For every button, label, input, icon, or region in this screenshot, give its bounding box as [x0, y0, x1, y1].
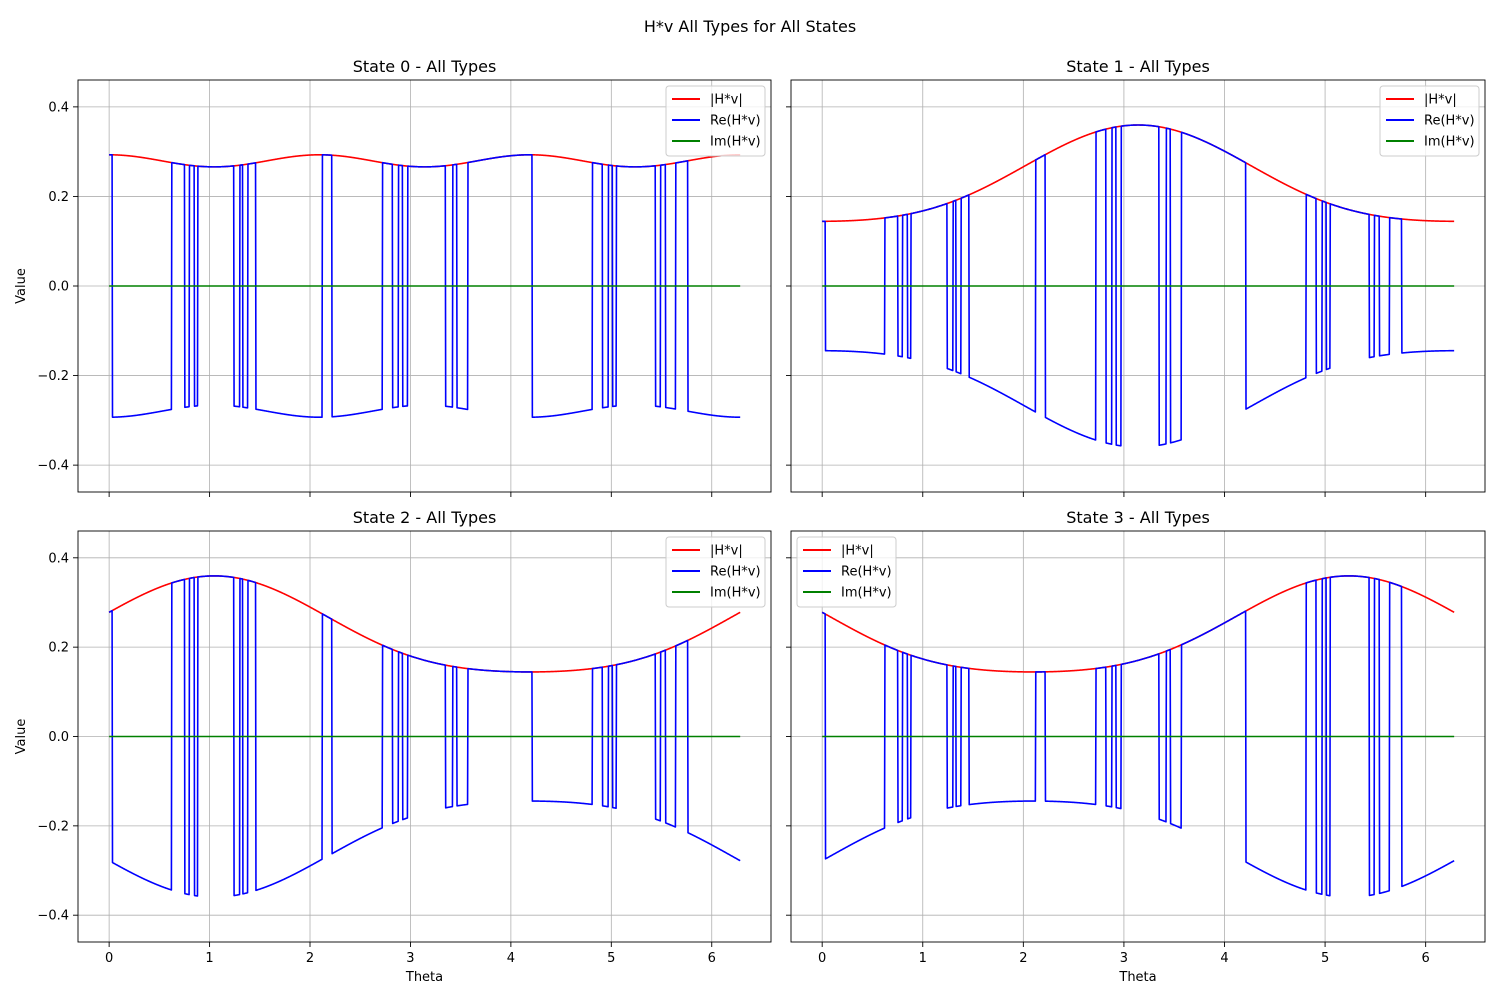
y-tick-label: −0.4	[37, 909, 69, 924]
y-axis-label: Value	[14, 268, 29, 304]
x-tick-label: 0	[105, 951, 113, 966]
subplot-0: −0.4 −0.2 0.0 0.2 0.4 State 0 - All Types Valu…	[14, 57, 772, 497]
legend-entry: Re(H*v)	[710, 565, 761, 580]
y-axis-label: Value	[14, 719, 29, 755]
x-tick-label: 5	[607, 951, 615, 966]
legend-entry: Re(H*v)	[1424, 114, 1475, 129]
legend: |H*v| Re(H*v) Im(H*v)	[665, 85, 766, 157]
series-abs-line	[109, 153, 741, 168]
x-tick-label: 3	[406, 951, 414, 966]
legend-entry: Im(H*v)	[710, 135, 761, 150]
legend-box	[665, 536, 766, 608]
x-tick-label: 2	[1019, 951, 1027, 966]
x-tick-label: 3	[1120, 951, 1128, 966]
series-re-line	[821, 124, 1455, 447]
legend-entry: Re(H*v)	[841, 565, 892, 580]
subplot-2: 0 1 2 3 4 5 6 −0.4 −0.2 0.0 0.2 0.4 State 2 - All Ty…	[14, 508, 772, 985]
figure-title: H*v All Types for All States	[643, 17, 857, 36]
legend-box	[796, 536, 897, 608]
y-tick-label: 0.4	[48, 551, 69, 566]
subplot-title: State 1 - All Types	[1066, 57, 1210, 76]
x-axis-label: Theta	[405, 970, 443, 985]
subplot-3: 0 1 2 3 4 5 6 State 3 - All Types Theta |H*v| Re(H…	[786, 508, 1486, 985]
x-tick-label: 4	[1220, 951, 1228, 966]
legend-entry: |H*v|	[710, 93, 743, 108]
x-tick-label: 5	[1321, 951, 1329, 966]
series-abs-line	[822, 124, 1455, 223]
series-re-line	[108, 575, 741, 897]
x-tick-label: 6	[1422, 951, 1430, 966]
legend: |H*v| Re(H*v) Im(H*v)	[796, 536, 897, 608]
x-tick-label: 2	[306, 951, 314, 966]
subplot-1: State 1 - All Types |H*v| Re(H*v) Im(H*v)	[786, 57, 1486, 497]
legend-entry: |H*v|	[710, 544, 743, 559]
series-re-line	[108, 153, 741, 419]
x-tick-label: 0	[818, 951, 826, 966]
legend-entry: Im(H*v)	[841, 586, 892, 601]
legend: |H*v| Re(H*v) Im(H*v)	[665, 536, 766, 608]
legend: |H*v| Re(H*v) Im(H*v)	[1379, 85, 1480, 157]
y-tick-label: 0.2	[48, 641, 69, 656]
legend-box	[665, 85, 766, 157]
x-axis-label: Theta	[1118, 970, 1156, 985]
legend-box	[1379, 85, 1480, 157]
subplot-title: State 0 - All Types	[353, 57, 497, 76]
x-tick-label: 1	[205, 951, 213, 966]
legend-entry: |H*v|	[1424, 93, 1457, 108]
subplot-title: State 3 - All Types	[1066, 508, 1210, 527]
y-tick-label: 0.0	[48, 730, 69, 745]
series-re-line	[821, 575, 1455, 897]
x-tick-label: 1	[919, 951, 927, 966]
y-tick-label: −0.4	[37, 459, 69, 474]
x-tick-label: 6	[708, 951, 716, 966]
y-tick-label: −0.2	[37, 369, 69, 384]
legend-entry: Im(H*v)	[710, 586, 761, 601]
y-tick-label: 0.4	[48, 100, 69, 115]
x-tick-label: 4	[507, 951, 515, 966]
legend-entry: |H*v|	[841, 544, 874, 559]
subplot-title: State 2 - All Types	[353, 508, 497, 527]
y-tick-label: −0.2	[37, 819, 69, 834]
y-tick-label: 0.0	[48, 280, 69, 295]
y-tick-label: 0.2	[48, 190, 69, 205]
legend-entry: Im(H*v)	[1424, 135, 1475, 150]
legend-entry: Re(H*v)	[710, 114, 761, 129]
